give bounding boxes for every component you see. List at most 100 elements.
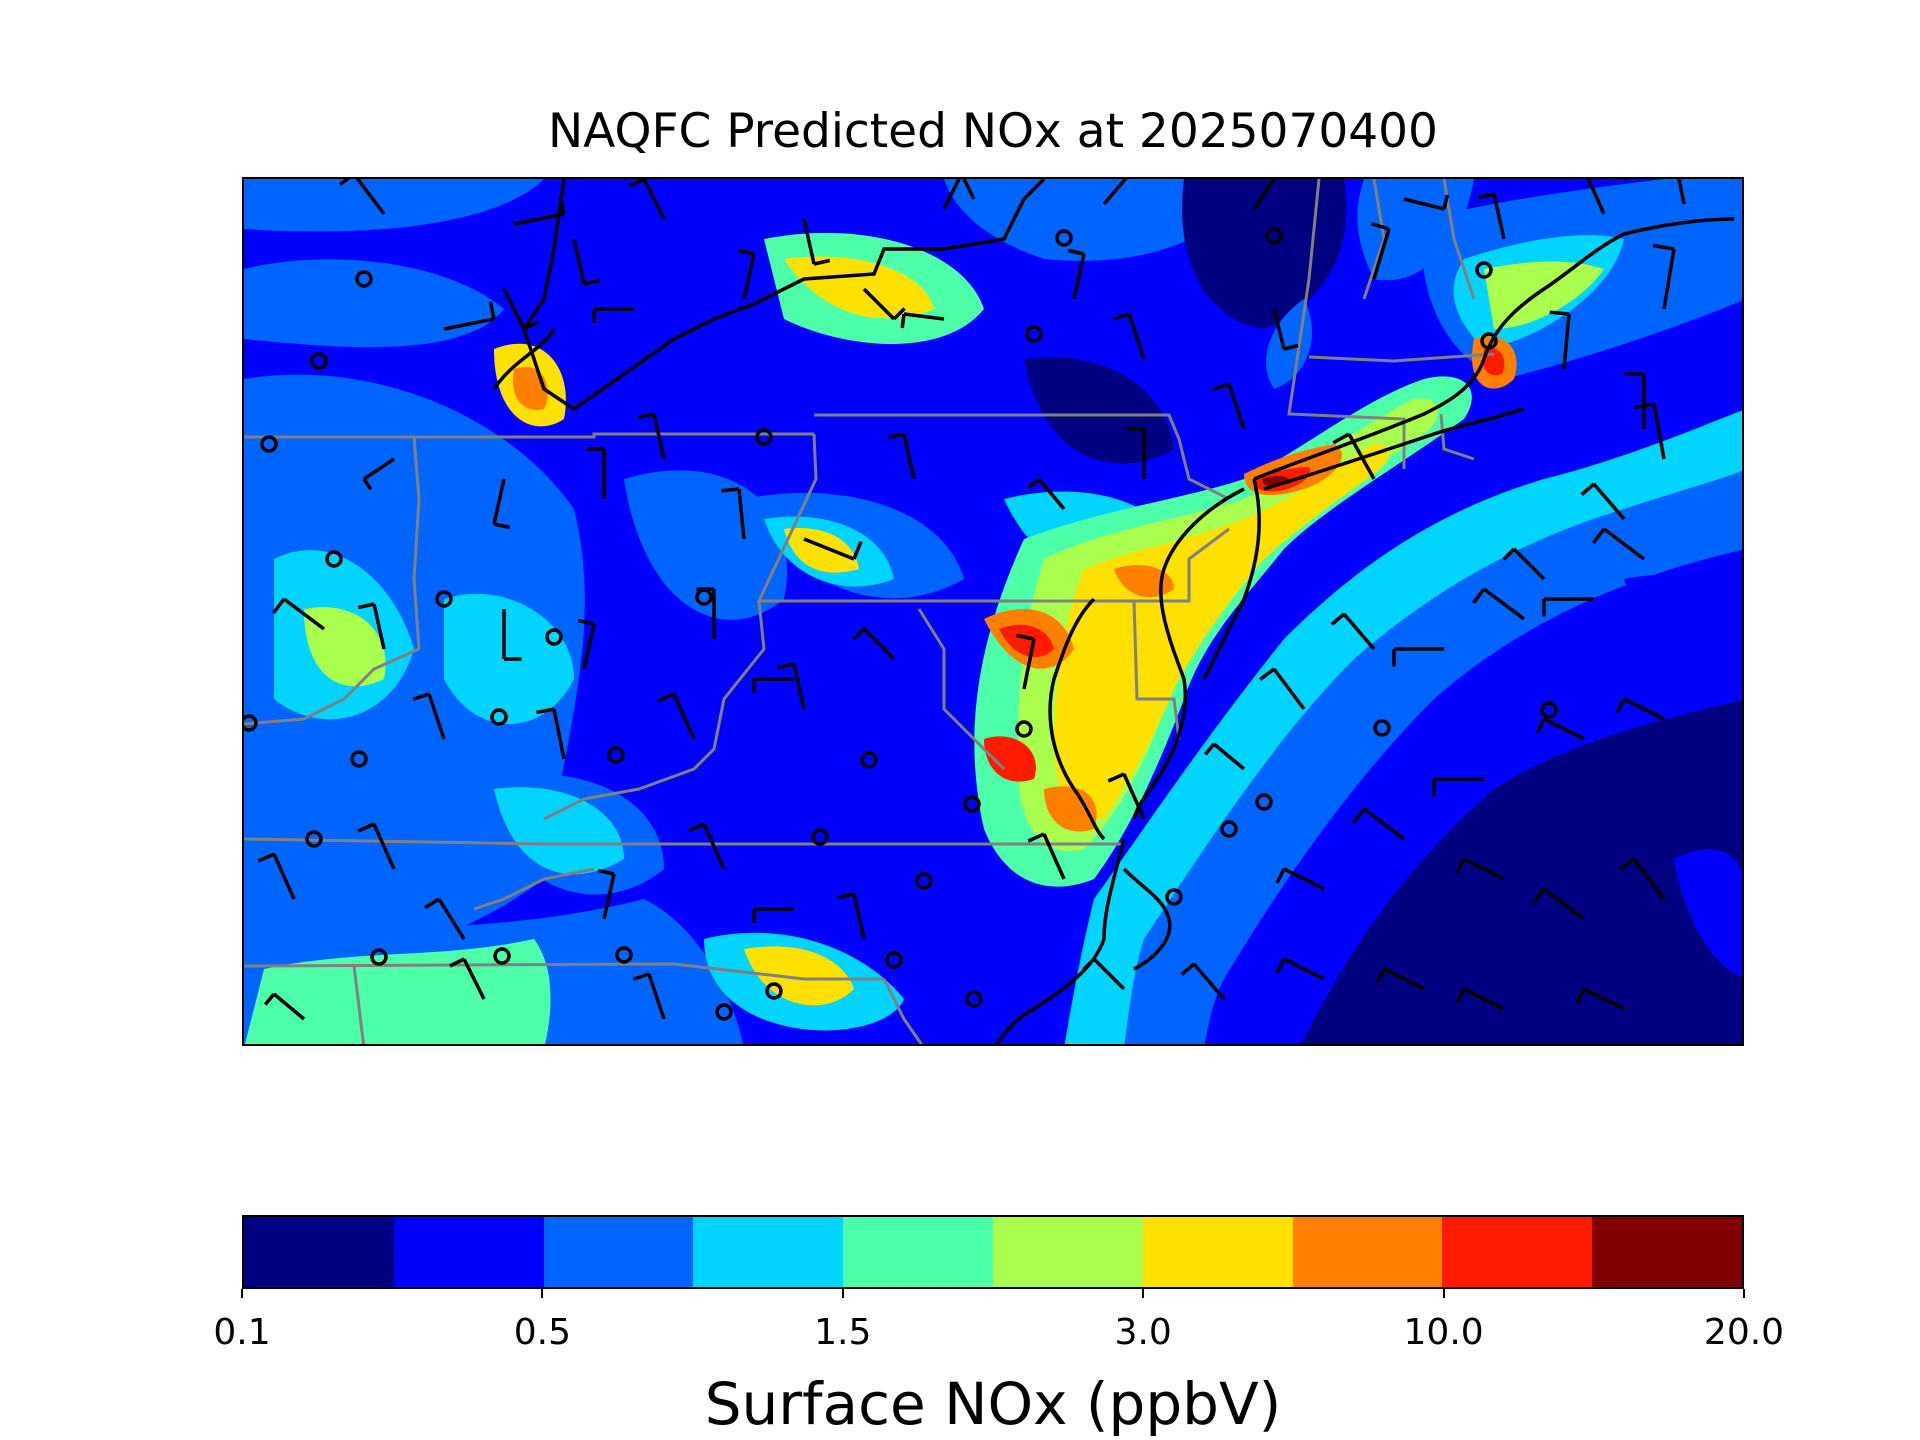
coastline [962,179,976,200]
coastline [1253,217,1735,481]
wind-barb [492,478,506,525]
wind-barb-flag [1107,772,1125,783]
wind-barb-flag [1375,968,1386,984]
wind-barb-flag [777,662,795,670]
wind-barb [462,958,486,1000]
wind-barb [502,288,526,330]
wind-barb-flag [1067,248,1085,256]
colorbar-segment [1142,1217,1293,1287]
wind-barb [1482,587,1526,621]
field-region [944,179,1254,261]
calm-wind-circle [260,435,278,453]
wind-barb [803,537,855,561]
wind-barb-flag [657,692,675,703]
calm-wind-circle [1475,261,1493,279]
wind-barb-flag [493,522,511,530]
wind-barb-flag [362,478,373,491]
wind-barb [363,457,395,481]
calm-wind-circle [310,352,328,370]
calm-wind-circle [755,428,773,446]
calm-wind-circle [963,795,981,813]
colorbar-segment [393,1217,544,1287]
wind-barb-flag [737,248,755,256]
wind-barb [737,488,746,540]
wind-barb [1362,807,1406,841]
wind-barb-flag [357,602,375,610]
wind-barb-flag [412,692,430,701]
colorbar-tick-label: 0.5 [513,1312,572,1353]
field-region [1674,849,1742,978]
state-border [917,608,1006,771]
lake-shoreline [492,328,556,390]
wind-barb [642,179,666,220]
wind-barb-flag [687,822,705,833]
wind-barb-flag [1180,962,1196,976]
wind-barb-flag [1477,192,1495,200]
wind-barb-flag [1580,482,1596,496]
wind-barb [672,693,696,740]
field-region [1265,299,1313,389]
wind-barb [1347,433,1376,480]
wind-barb-flag [1618,857,1636,871]
wind-barb [1632,857,1666,901]
wind-barb-flag [1370,222,1390,231]
colorbar-tick [1442,1289,1445,1298]
wind-barb-flag [523,320,539,331]
state-border [244,432,814,439]
calm-wind-circle [1055,229,1073,247]
nox-field [244,179,1742,1044]
wind-barb-flag [1532,887,1546,905]
state-border [756,433,1230,603]
colorbar-tick-label: 3.0 [1114,1312,1172,1353]
state-border [1308,352,1495,363]
wind-barb-flag [1203,742,1216,756]
colorbar-tick-label: 10.0 [1403,1312,1484,1353]
calm-wind-circle [1265,227,1283,245]
colorbar-tick-label: 0.1 [213,1312,271,1353]
calm-wind-circle [885,951,903,969]
colorbar-segment [843,1217,993,1287]
field-region [1024,357,1174,464]
wind-barb [903,312,945,321]
wind-barb-flag [1502,547,1516,561]
field-region [1044,786,1097,832]
state-border [412,436,421,650]
colorbar-segment [693,1217,844,1287]
wind-barb [1463,857,1505,881]
wind-barb-flag [1330,612,1346,626]
wind-barb [1122,773,1146,820]
calm-wind-circle [1540,701,1558,719]
wind-barb [792,663,806,710]
wind-barb [1542,887,1586,921]
calm-wind-circle [607,746,625,764]
colorbar-segment [1292,1217,1443,1287]
wind-barb [902,433,916,480]
wind-barb-flag [272,597,286,615]
wind-barb-flag [1549,310,1570,316]
wind-barb [272,992,306,1021]
wind-barb-flag [1472,587,1486,605]
state-border [543,600,766,821]
wind-barb [1592,482,1626,521]
state-border [352,965,366,1044]
calm-wind-circle [1015,720,1033,738]
colorbar-segment [1592,1217,1742,1287]
wind-barb [852,893,866,940]
colorbar-tick [541,1289,544,1298]
wind-barb-flag [1455,858,1466,874]
wind-barb [1383,967,1425,991]
calm-wind-circle [965,990,983,1008]
state-border [244,647,420,726]
wind-barb [1283,957,1325,981]
wind-barb-flag [1275,868,1286,884]
wind-barb-flag [1332,432,1350,445]
calm-wind-circle [860,751,878,769]
wind-barb-flag [813,258,831,266]
state-border [1287,179,1406,469]
wind-barb [1602,527,1646,561]
field-region [244,259,504,348]
calm-wind-circle [811,828,829,846]
wind-barb-flag [637,412,655,420]
wind-barb [942,179,961,210]
field-region [999,624,1054,658]
